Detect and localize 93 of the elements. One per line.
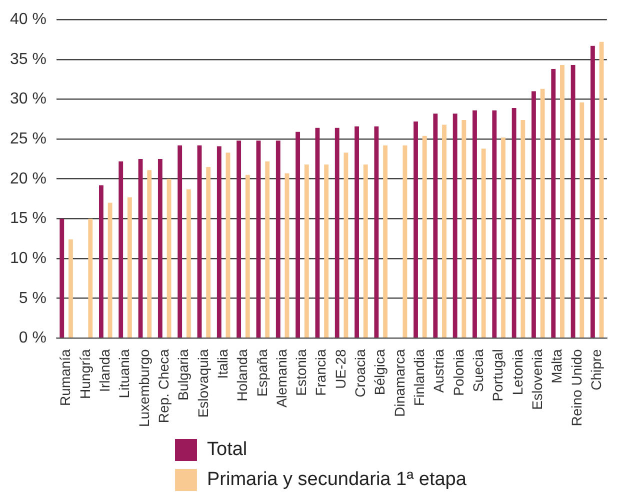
bar [296,132,300,338]
bar [414,122,418,338]
x-tick-label: Luxemburgo [136,348,152,427]
bar [197,145,202,338]
x-tick-label: Rep. Checa [155,348,172,424]
y-tick-label: 20 % [10,170,46,188]
x-tick-label: Austria [430,348,447,393]
bar [98,185,104,338]
x-tick-label: Polonia [450,348,466,396]
bar [138,158,143,338]
x-tick-label: Suecia [470,348,486,392]
bar [344,152,348,338]
bar [383,145,388,338]
bar [68,239,73,338]
bar [532,91,536,338]
legend-label: Primaria y secundaria 1ª etapa [207,469,466,491]
bar [158,158,162,338]
bar [580,102,584,338]
x-tick-label: Portugal [490,349,506,402]
bar [88,218,93,338]
bar [245,174,250,338]
legend-label: Total [207,439,248,461]
bar [512,108,516,338]
x-tick-label: Chipre [588,348,604,390]
bar [60,218,64,338]
bar [334,128,340,338]
bar [315,128,320,338]
bar [118,161,124,338]
y-tick-label: 10 % [10,250,46,267]
x-tick-label: Eslovenia [529,348,546,410]
bar [442,124,446,338]
bar [452,114,458,338]
x-tick-label: Letonia [509,348,526,396]
bar [560,64,564,338]
bar [236,140,242,338]
x-tick-label: Bélgica [372,348,388,396]
bar [402,145,408,338]
bar [481,148,486,338]
x-tick-label: Alemania [273,348,290,408]
bar [256,140,261,338]
x-tick-label: Hungría [76,348,93,399]
bar [540,88,545,338]
bar [265,161,270,338]
y-tick-label: 15 % [10,210,46,228]
bar [324,164,329,338]
bar [462,120,466,338]
y-tick-label: 35 % [10,50,46,68]
x-tick-label: España [254,348,270,397]
bar [206,166,211,338]
bar [147,170,152,338]
bar [108,202,112,338]
x-tick-label: Irlanda [96,348,112,392]
x-tick-label: Malta [548,348,565,384]
bar [304,164,309,338]
bar [374,126,379,338]
x-tick-label: Croacia [352,348,368,398]
bar [354,126,359,338]
bar [216,146,222,338]
x-tick-label: Eslovaquia [194,348,211,418]
bar [284,173,290,338]
bar [520,120,526,338]
bar [570,64,576,338]
bar [127,197,132,338]
x-tick-label: Bulgaria [175,348,192,401]
bar [186,189,191,338]
x-tick-label: UE-28 [332,348,348,389]
bar [492,110,497,338]
x-tick-label: Italia [214,348,230,379]
y-tick-label: 0 % [18,330,46,347]
x-tick-label: Dinamarca [391,348,408,417]
bar [226,152,230,338]
x-tick-label: Finlandia [411,348,428,406]
y-tick-label: 40 % [10,11,46,28]
x-tick-label: Holanda [234,348,250,402]
bar [166,178,172,338]
bar [363,164,368,338]
x-tick-label: Francia [312,348,329,396]
bar [422,136,427,338]
x-tick-label: Rumanía [57,348,74,406]
x-tick-label: Estonia [293,348,310,396]
bar [599,42,604,338]
bar [178,145,182,338]
bar [501,137,506,338]
x-tick-label: Reino Unido [568,348,584,426]
y-tick-label: 30 % [10,90,46,108]
x-tick-label: Lituania [116,348,132,398]
bar [472,110,477,338]
bar [590,46,595,338]
y-tick-label: 25 % [10,130,46,148]
bar [433,114,438,338]
y-tick-label: 5 % [18,290,46,307]
bar [551,68,556,338]
bar [276,140,280,338]
